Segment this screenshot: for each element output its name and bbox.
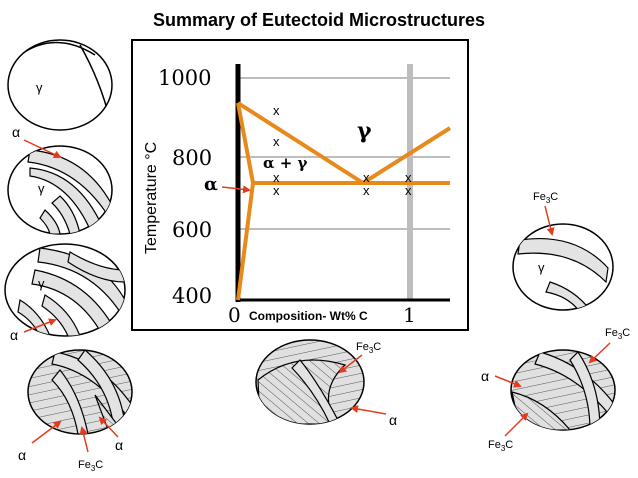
- gamma-label: γ: [538, 260, 545, 275]
- alpha-arrow: [350, 405, 387, 415]
- x-tick-label: 0: [228, 303, 241, 327]
- microstructure-pearlite-left: α α Fe3C: [18, 349, 133, 473]
- fe3c-label: Fe3C: [488, 439, 513, 453]
- cross-mark: x: [273, 134, 280, 149]
- region-alpha-gamma-label: α + γ: [263, 154, 308, 172]
- alpha-phase-label: α: [204, 174, 218, 195]
- x-axis-label: Composition- Wt% C: [249, 309, 368, 323]
- x-tick-label: 1: [403, 303, 416, 327]
- fe3c-arrow: [338, 354, 363, 374]
- cross-mark: x: [363, 183, 370, 198]
- fe3c-arrow: [544, 205, 555, 236]
- fe3c-label: Fe3C: [533, 191, 558, 205]
- alpha-arrow: [31, 420, 62, 444]
- alpha-label: α: [481, 368, 489, 384]
- alpha-label: α: [18, 447, 26, 463]
- microstructure-fe3c-nucleation: γ Fe3C: [512, 191, 614, 311]
- fe3c-arrow: [588, 342, 611, 364]
- cross-mark: x: [273, 103, 280, 118]
- phase-boundaries: [236, 101, 452, 301]
- cross-mark: x: [405, 183, 412, 198]
- alpha-arrow: [98, 416, 119, 438]
- fe3c-arrow: [504, 412, 529, 437]
- cross-mark: x: [363, 170, 370, 185]
- y-axis-label: Temperature °C: [143, 142, 160, 254]
- cross-mark: x: [273, 183, 280, 198]
- y-tick-label: 600: [172, 218, 212, 242]
- microstructure-alpha-nucleation: γ α: [7, 124, 113, 235]
- alpha-label: α: [389, 412, 397, 428]
- alpha-arrow: [221, 185, 251, 194]
- page-title: Summary of Eutectoid Microstructures: [152, 10, 486, 30]
- y-tick-label: 400: [172, 284, 212, 308]
- alpha-arrow: [494, 375, 522, 388]
- alpha-label: α: [10, 327, 18, 343]
- y-tick-label: 800: [172, 146, 212, 170]
- microstructure-gamma: γ: [7, 39, 113, 131]
- gamma-label: γ: [38, 276, 45, 291]
- cross-mark: x: [273, 170, 280, 185]
- region-gamma-label: γ: [357, 118, 372, 144]
- y-tick-label: 1000: [158, 66, 211, 90]
- microstructure-pearlite-right: Fe3C α Fe3C: [481, 327, 630, 453]
- fe3c-label: Fe3C: [356, 341, 381, 355]
- microstructure-pearlite-middle: Fe3C α: [255, 339, 397, 428]
- alpha-label: α: [12, 124, 20, 140]
- alpha-arrow: [23, 318, 57, 333]
- microstructure-alpha-growth: γ α: [4, 243, 126, 343]
- fe3c-label: Fe3C: [605, 327, 630, 341]
- phase-diagram: 1000 800 600 400 0 1 Temperature °C Comp…: [131, 39, 469, 331]
- alpha-label: α: [115, 437, 123, 453]
- gamma-label: γ: [36, 80, 43, 95]
- alpha-arrow: [23, 139, 62, 159]
- fe3c-arrow: [79, 426, 89, 453]
- gamma-label: γ: [38, 181, 45, 196]
- fe3c-label: Fe3C: [78, 459, 103, 473]
- cross-mark: x: [405, 170, 412, 185]
- cross-marks: x x x x x x x x: [273, 103, 412, 198]
